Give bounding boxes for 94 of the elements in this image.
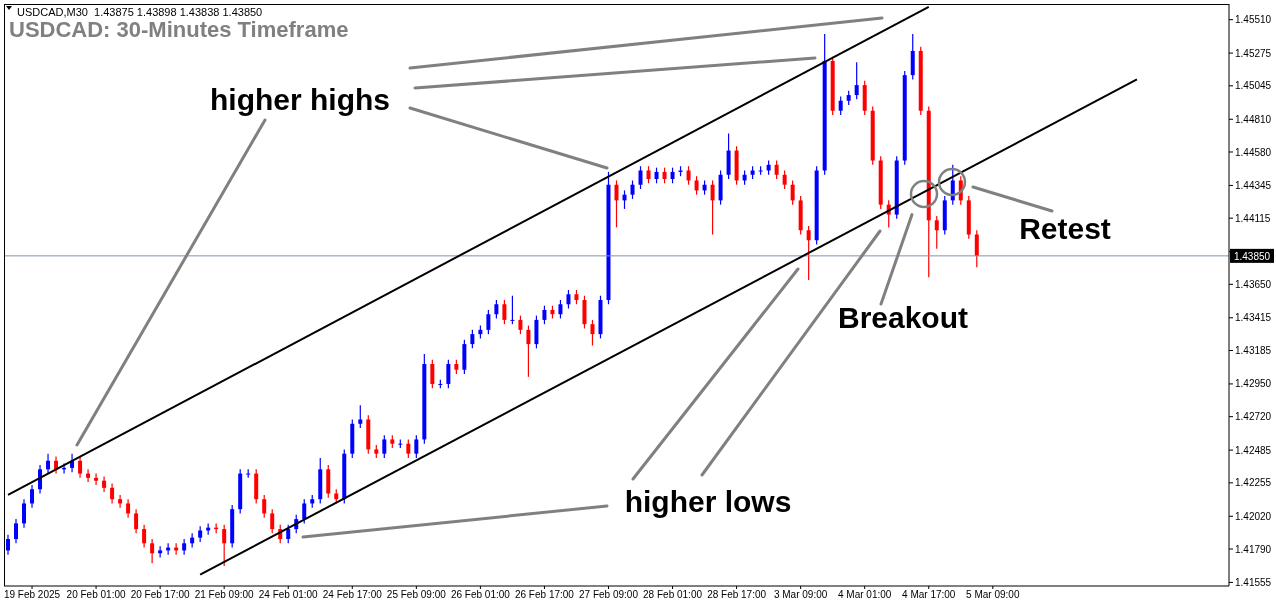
y-tick-label: 1.43185: [1235, 345, 1272, 357]
candlestick: [142, 524, 147, 549]
x-tick-label: 3 Mar 09:00: [773, 589, 828, 601]
annotation: higher lows: [624, 485, 792, 518]
candlestick: [638, 165, 643, 190]
y-tick-label: 1.45275: [1235, 47, 1272, 59]
candlestick: [78, 455, 83, 479]
candlestick: [934, 215, 939, 250]
candlestick: [774, 159, 779, 180]
candlestick: [518, 315, 523, 335]
candlestick: [22, 498, 27, 529]
y-tick-label: 1.45510: [1235, 14, 1272, 26]
candlestick: [558, 299, 563, 320]
x-tick-label: 27 Feb 09:00: [579, 589, 639, 601]
candlestick: [838, 95, 843, 116]
y-tick-label: 1.42255: [1235, 477, 1272, 489]
candlestick: [806, 225, 811, 281]
candlestick: [102, 475, 107, 493]
candlestick: [510, 295, 515, 325]
candlestick: [86, 468, 91, 483]
candlestick: [494, 299, 499, 320]
x-tick-label: 19 Feb 2025: [3, 589, 61, 601]
y-tick-label: 1.45045: [1235, 80, 1272, 92]
candlestick: [302, 498, 307, 524]
x-tick-label: 25 Feb 09:00: [386, 589, 447, 601]
candlestick: [30, 484, 35, 509]
candlestick: [790, 179, 795, 206]
y-tick-label: 1.43650: [1235, 278, 1272, 290]
candlestick: [126, 498, 131, 519]
x-tick-label: 26 Feb 17:00: [514, 589, 575, 601]
candlestick: [446, 359, 451, 389]
candlestick: [526, 324, 531, 378]
candlestick: [46, 453, 51, 475]
candlestick: [270, 508, 275, 534]
candlestick: [782, 169, 787, 190]
candlestick: [974, 229, 979, 268]
candlestick: [470, 329, 475, 349]
candlestick: [614, 179, 619, 229]
candlestick: [854, 61, 859, 100]
annotation: Breakout: [837, 301, 969, 334]
candlestick: [222, 524, 227, 567]
y-tick-label: 1.41790: [1235, 543, 1272, 555]
x-tick-label: 4 Mar 01:00: [838, 589, 892, 601]
ref-line-label: 1.43850: [1233, 250, 1271, 262]
x-tick-label: 4 Mar 17:00: [902, 589, 956, 601]
candlestick: [630, 179, 635, 200]
candlestick: [182, 538, 187, 556]
x-tick-label: 21 Feb 09:00: [194, 589, 255, 601]
candlestick: [502, 299, 507, 325]
annotation: higher highs: [210, 83, 390, 116]
x-tick-label: 26 Feb 01:00: [450, 589, 511, 601]
x-tick-label: 24 Feb 17:00: [322, 589, 383, 601]
x-tick-label: 28 Feb 17:00: [707, 589, 767, 601]
candlestick: [590, 319, 595, 347]
annotation: Retest: [1019, 212, 1111, 245]
x-tick-label: 20 Feb 17:00: [130, 589, 191, 601]
y-tick-label: 1.44115: [1235, 212, 1271, 224]
candlestick: [382, 434, 387, 459]
candlestick: [118, 494, 123, 509]
candlestick: [686, 165, 691, 186]
chart-subtitle: USDCAD,M30 1.43875 1.43898 1.43838 1.43850: [17, 6, 263, 18]
y-tick-label: 1.42020: [1235, 510, 1272, 522]
text: USDCAD: 30-Minutes Timeframe: [9, 17, 349, 42]
candlestick: [94, 472, 99, 486]
candlestick: [150, 538, 155, 564]
y-tick-label: 1.41555: [1235, 576, 1272, 588]
candlestick: [6, 534, 10, 556]
candlestick: [694, 175, 699, 196]
y-tick-label: 1.43415: [1235, 312, 1272, 324]
candlestick: [414, 434, 419, 459]
candlestick: [38, 464, 43, 495]
candlestick: [486, 309, 491, 335]
y-tick-label: 1.42950: [1235, 378, 1272, 390]
candlestick: [110, 482, 115, 505]
candlestick: [158, 545, 163, 559]
x-tick-label: 5 Mar 09:00: [966, 589, 1020, 601]
candlestick: [566, 289, 571, 310]
candlestick: [358, 404, 363, 429]
candlestick: [406, 438, 411, 459]
candlestick: [542, 305, 547, 325]
y-tick-label: 1.44810: [1235, 113, 1272, 125]
y-tick-label: 1.44580: [1235, 146, 1272, 158]
y-tick-label: 1.42720: [1235, 411, 1272, 423]
y-tick-label: 1.42485: [1235, 444, 1272, 456]
candlestick: [430, 359, 435, 389]
candlestick: [710, 179, 715, 236]
candlestick: [262, 494, 267, 519]
candlestick: [134, 508, 139, 534]
y-tick-label: 1.44345: [1235, 179, 1272, 191]
x-tick-label: 24 Feb 01:00: [258, 589, 319, 601]
candlestick: [286, 524, 291, 544]
x-tick-label: 20 Feb 01:00: [66, 589, 126, 601]
x-tick-label: 28 Feb 01:00: [643, 589, 703, 601]
candlestick: [14, 518, 19, 544]
